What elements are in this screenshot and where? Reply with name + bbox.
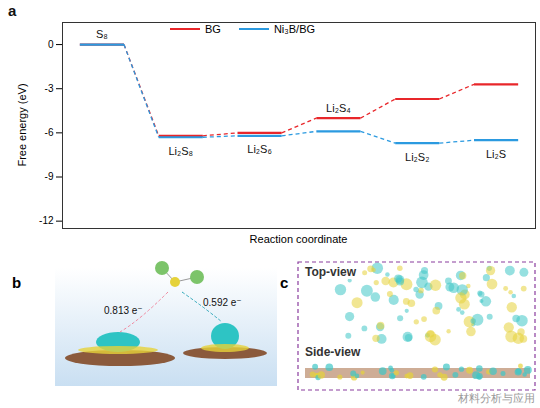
svg-text:Li₂S: Li₂S (486, 148, 506, 160)
svg-text:-9: -9 (45, 171, 54, 182)
svg-text:b: b (12, 274, 21, 291)
svg-text:-6: -6 (45, 127, 54, 138)
svg-text:Li₂S₄: Li₂S₄ (326, 102, 351, 114)
svg-text:Li₂S₂: Li₂S₂ (405, 151, 429, 163)
html-text:Reaction coordinate: Reaction coordinate (249, 233, 348, 245)
html-text:Free energy (eV): Free energy (eV) (16, 83, 28, 167)
svg-text:材料分析与应用: 材料分析与应用 (457, 392, 535, 404)
html-text:BG: BG (205, 23, 221, 35)
svg-text:0.813 e⁻: 0.813 e⁻ (104, 305, 143, 316)
svg-text:Top-view: Top-view (305, 265, 357, 279)
svg-text:-3: -3 (45, 83, 54, 94)
html-text:a: a (8, 2, 17, 19)
svg-text:0.592 e⁻: 0.592 e⁻ (203, 297, 242, 308)
svg-text:c: c (280, 274, 288, 291)
svg-text:S₈: S₈ (96, 28, 108, 40)
html-text:Ni₃B/BG: Ni₃B/BG (273, 23, 316, 35)
svg-text:0: 0 (48, 39, 54, 50)
svg-text:Side-view: Side-view (305, 345, 361, 359)
svg-text:-12: -12 (39, 215, 54, 226)
svg-text:Li₂S₈: Li₂S₈ (168, 145, 193, 157)
svg-text:Li₂S₆: Li₂S₆ (247, 143, 272, 155)
